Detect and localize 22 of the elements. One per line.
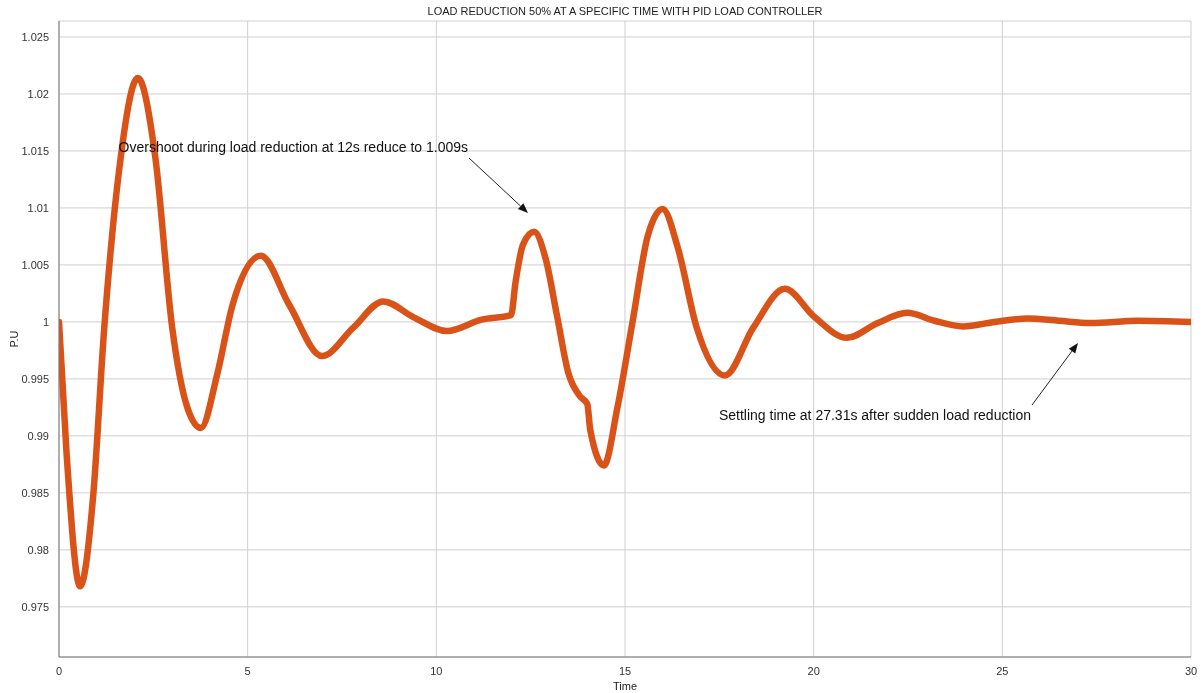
- y-tick-label: 0.98: [27, 543, 49, 556]
- y-tick-label: 1.005: [21, 258, 49, 271]
- x-tick-label: 5: [244, 664, 251, 677]
- y-tick-label: 1.015: [21, 144, 49, 157]
- y-axis-title: P.U: [7, 330, 20, 348]
- x-tick-label: 20: [807, 664, 820, 677]
- y-tick-label: 0.99: [27, 429, 49, 442]
- y-tick-label: 1.01: [27, 201, 49, 214]
- x-tick-label: 10: [430, 664, 443, 677]
- y-tick-label: 0.985: [21, 486, 49, 499]
- x-tick-label: 30: [1184, 664, 1198, 677]
- y-tick-label: 0.995: [21, 372, 49, 385]
- x-tick-label: 0: [55, 664, 63, 677]
- annotation: Settling time at 27.31s after sudden load reduction: [718, 406, 1031, 423]
- y-tick-label: 1: [42, 315, 49, 328]
- y-tick-label: 0.975: [21, 600, 49, 613]
- x-axis-title: Time: [612, 680, 638, 692]
- y-tick-label: 1.02: [27, 87, 49, 100]
- chart-title: LOAD REDUCTION 50% AT A SPECIFIC TIME WITH PID LOAD CONTROLLER: [426, 5, 824, 18]
- y-tick-label: 1.025: [21, 30, 49, 43]
- x-tick-label: 25: [996, 664, 1009, 677]
- x-tick-label: 15: [618, 664, 632, 677]
